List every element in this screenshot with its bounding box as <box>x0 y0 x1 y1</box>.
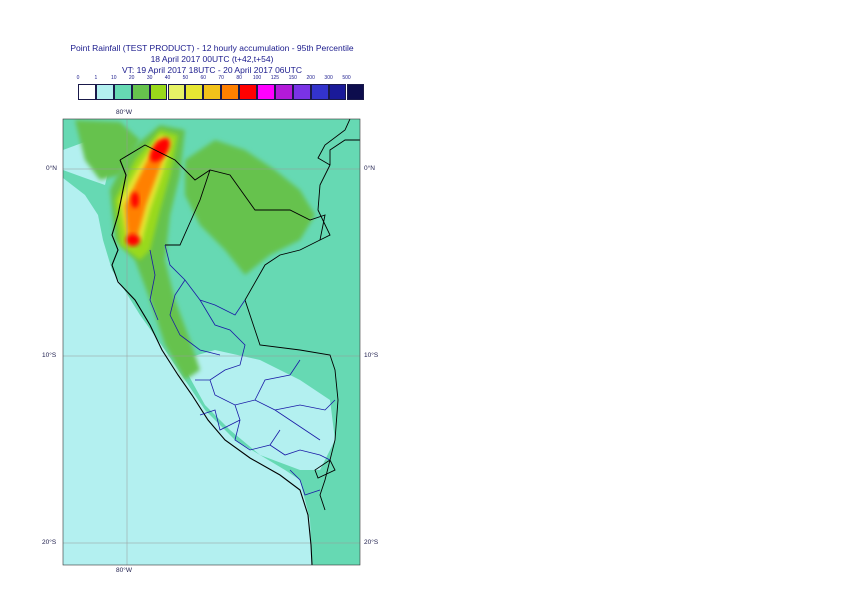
rainfall-field-red-1 <box>150 137 170 163</box>
lat-label-left-20: 20°S <box>42 539 57 546</box>
map-title: Point Rainfall (TEST PRODUCT) - 12 hourl… <box>70 43 354 53</box>
legend-threshold: 30 <box>146 75 153 81</box>
legend-threshold: 1 <box>94 75 98 81</box>
legend-swatch <box>346 84 365 100</box>
legend-swatch <box>221 84 240 100</box>
rainfall-field-green <box>185 140 315 275</box>
rainfall-field-red-2 <box>126 234 140 246</box>
legend-swatch <box>78 84 96 100</box>
legend-threshold: 500 <box>342 75 351 81</box>
lat-label-left-0: 0°N <box>46 165 57 172</box>
legend-swatch <box>185 84 204 100</box>
legend-threshold: 100 <box>252 75 262 81</box>
national-borders <box>119 119 360 511</box>
legend-swatch <box>257 84 275 100</box>
rainfall-field-ocean <box>63 178 312 565</box>
admin-borders <box>149 244 336 496</box>
rainfall-field-orange <box>125 140 168 238</box>
lon-label-top: 80°W <box>116 109 132 116</box>
lat-label-right-0: 0°N <box>364 165 375 172</box>
legend-swatch <box>113 84 132 100</box>
legend-threshold: 200 <box>306 75 315 81</box>
legend-swatch <box>292 84 311 100</box>
legend-threshold: 20 <box>128 75 135 81</box>
legend-swatch <box>149 84 168 100</box>
legend-threshold: 50 <box>182 75 189 81</box>
lon-label-bottom: 80°W <box>116 567 132 574</box>
lat-label-left-10: 10°S <box>42 352 57 359</box>
legend-threshold: 40 <box>164 75 171 81</box>
legend-swatch <box>203 84 222 100</box>
rainfall-field-inland-light <box>180 350 335 470</box>
legend-threshold: 70 <box>218 75 224 81</box>
rainfall-field-red-3 <box>131 192 139 208</box>
legend-threshold: 10 <box>111 75 117 81</box>
legend-threshold: 0 <box>76 75 80 81</box>
legend-swatch <box>310 84 329 100</box>
legend-swatch <box>95 84 114 100</box>
legend-swatch <box>131 84 150 100</box>
map-valid-time: VT: 19 April 2017 18UTC - 20 April 2017 … <box>121 65 302 75</box>
map-frame <box>62 118 361 566</box>
legend-swatch <box>328 84 347 100</box>
lat-label-right-20: 20°S <box>364 539 379 546</box>
legend-swatch <box>239 84 257 100</box>
legend-threshold: 125 <box>270 75 280 81</box>
coastline <box>111 159 313 565</box>
legend-swatch <box>167 84 186 100</box>
legend-threshold: 80 <box>236 75 242 81</box>
legend-threshold: 300 <box>324 75 333 81</box>
map-run-time: 18 April 2017 00UTC (t+42,t+54) <box>150 54 274 64</box>
lat-label-right-10: 10°S <box>364 352 379 359</box>
graticule <box>63 119 360 565</box>
legend-threshold: 150 <box>288 75 297 81</box>
legend-swatch <box>274 84 293 100</box>
legend-threshold: 60 <box>200 75 207 81</box>
